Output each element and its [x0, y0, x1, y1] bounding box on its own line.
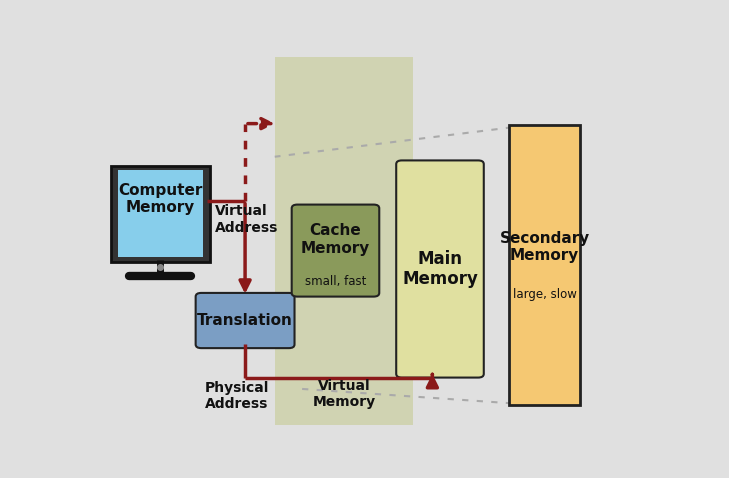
Text: Virtual
Memory: Virtual Memory	[313, 379, 375, 409]
Text: large, slow: large, slow	[512, 288, 577, 301]
FancyBboxPatch shape	[509, 125, 580, 405]
Text: Virtual
Address: Virtual Address	[216, 205, 278, 235]
FancyBboxPatch shape	[111, 166, 210, 261]
Bar	[275, 57, 413, 425]
Text: Secondary
Memory: Secondary Memory	[499, 231, 590, 263]
Text: Main
Memory: Main Memory	[402, 250, 478, 288]
Text: small, fast: small, fast	[305, 275, 366, 288]
Text: Physical
Address: Physical Address	[204, 381, 269, 412]
Text: Translation: Translation	[197, 313, 293, 328]
FancyBboxPatch shape	[117, 170, 203, 257]
FancyBboxPatch shape	[195, 293, 295, 348]
FancyBboxPatch shape	[397, 161, 484, 378]
Text: Cache
Memory: Cache Memory	[301, 223, 370, 256]
FancyBboxPatch shape	[292, 205, 379, 296]
Text: Computer
Memory: Computer Memory	[118, 183, 203, 215]
